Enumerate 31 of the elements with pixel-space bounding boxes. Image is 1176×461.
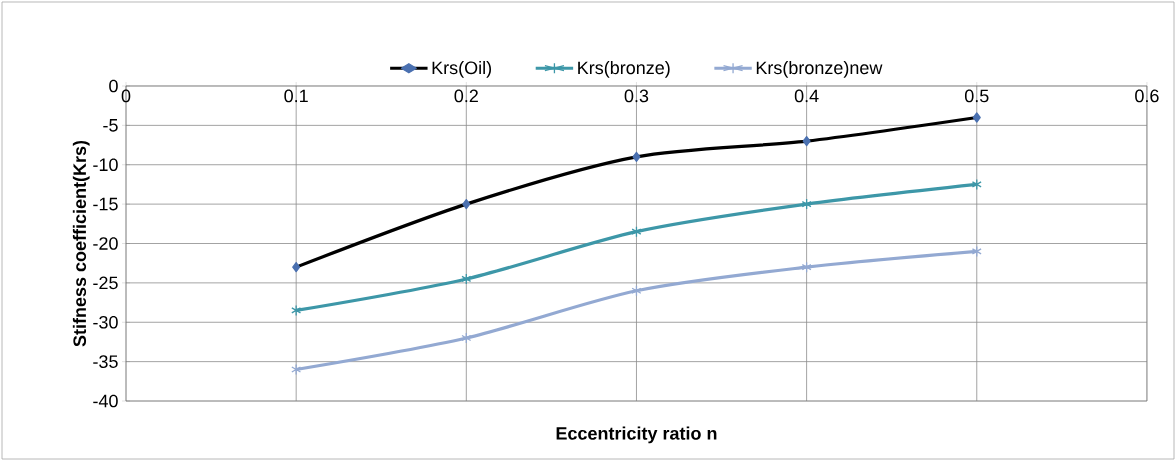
y-tick-label: -10 bbox=[93, 158, 118, 172]
y-axis-title: Stifness coefficient(Krs) bbox=[72, 140, 90, 347]
y-tick-label: -25 bbox=[93, 276, 118, 290]
y-tick-label: -40 bbox=[93, 394, 118, 408]
point bbox=[971, 245, 982, 258]
x-tick-label: 0.5 bbox=[964, 89, 989, 103]
x-tick-label: 0.3 bbox=[624, 89, 649, 103]
y-tick-label: -15 bbox=[93, 197, 118, 211]
point bbox=[971, 178, 982, 191]
x-tick-label: 0.4 bbox=[794, 89, 819, 103]
point bbox=[461, 273, 472, 285]
legend-label: Krs(bronze)new bbox=[756, 60, 883, 78]
x-tick-label: 0.2 bbox=[454, 89, 478, 103]
y-tick-label: -5 bbox=[103, 119, 118, 132]
x-tick-label: 0 bbox=[121, 89, 131, 103]
point bbox=[801, 261, 812, 273]
legend-label: Krs(bronze) bbox=[578, 60, 670, 78]
x-axis-title: Eccentricity ratio n bbox=[556, 426, 717, 444]
x-tick-label: 0.1 bbox=[284, 89, 308, 103]
point bbox=[291, 363, 302, 376]
point bbox=[801, 198, 812, 210]
legend-label: Krs(Oil) bbox=[432, 60, 492, 78]
point bbox=[461, 332, 472, 344]
point bbox=[631, 226, 642, 238]
y-tick-label: -20 bbox=[93, 237, 118, 250]
y-tick-label: 0 bbox=[109, 79, 118, 93]
y-tick-label: -30 bbox=[93, 315, 118, 329]
x-tick-label: 0.6 bbox=[1135, 89, 1159, 103]
point bbox=[291, 304, 302, 317]
point bbox=[631, 285, 642, 297]
y-tick-label: -35 bbox=[93, 355, 118, 368]
